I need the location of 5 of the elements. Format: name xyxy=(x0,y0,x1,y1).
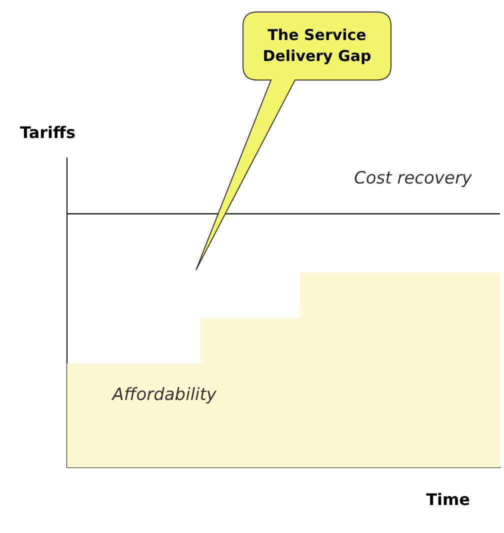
series-label: Cost recovery xyxy=(354,168,473,188)
text: The Service Delivery Gap xyxy=(262,25,372,67)
series-label: Affordability xyxy=(111,385,218,406)
y-axis-title: Tariffs xyxy=(20,123,76,142)
x-axis-title: Time xyxy=(426,490,470,509)
